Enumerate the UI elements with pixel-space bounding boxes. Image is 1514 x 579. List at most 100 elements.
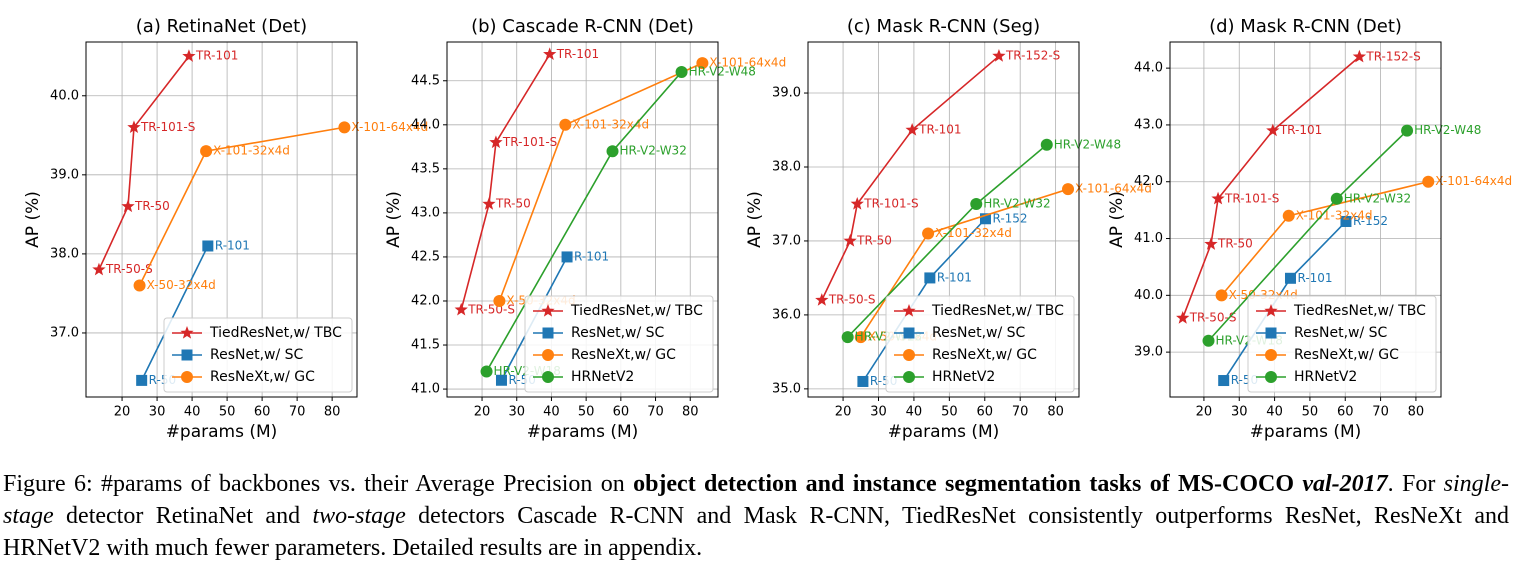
y-tick-label: 37.0: [50, 325, 79, 340]
marker-square: [857, 375, 869, 387]
legend-label: ResNeXt,w/ GC: [571, 347, 676, 363]
point-label: HR-V2-W48: [689, 64, 756, 78]
legend-box: [885, 295, 1075, 393]
y-axis-label: AP (%): [384, 191, 404, 248]
y-tick-label: 38.0: [772, 159, 801, 174]
x-tick-label: 60: [1337, 405, 1354, 420]
marker-circle: [493, 294, 506, 307]
chart-title: (b) Cascade R-CNN (Det): [471, 16, 694, 37]
marker-circle: [606, 145, 619, 158]
marker-circle: [1330, 192, 1343, 205]
marker-circle: [542, 349, 554, 361]
legend: TiedResNet,w/ TBC ResNet,w/ SC ResNeXt,w/ …: [524, 295, 714, 393]
point-label: TR-101-S: [1224, 191, 1279, 205]
marker-circle: [841, 331, 854, 344]
y-tick-label: 39.0: [50, 167, 79, 182]
point-label: TR-152-S: [1365, 49, 1420, 63]
point-label: X-50-32x4d: [147, 278, 216, 292]
marker-square: [1340, 215, 1352, 227]
marker-square: [561, 251, 573, 263]
x-axis-label: #params (M): [888, 422, 1000, 442]
x-tick-label: 70: [1372, 405, 1389, 420]
marker-circle: [854, 331, 867, 344]
y-tick-label: 35.0: [772, 381, 801, 396]
x-tick-label: 50: [219, 405, 236, 420]
y-tick-label: 36.0: [772, 307, 801, 322]
y-axis-label: AP (%): [745, 191, 765, 248]
point-label: X-101-64x4d: [351, 120, 428, 134]
marker-star: [180, 326, 194, 339]
legend-box: [1247, 295, 1437, 393]
point-label: TR-101: [195, 49, 238, 63]
marker-square: [542, 327, 554, 339]
legend-label: ResNeXt,w/ GC: [210, 369, 315, 385]
y-tick-label: 43.0: [411, 205, 440, 220]
point-label: TR-50-S: [828, 293, 876, 307]
point-label: HR-V2-W32: [983, 196, 1050, 210]
y-tick-label: 37.0: [772, 233, 801, 248]
x-tick-label: 50: [941, 405, 958, 420]
x-tick-label: 70: [289, 405, 306, 420]
marker-circle: [1422, 175, 1435, 188]
point-label: TR-101: [918, 123, 961, 137]
marker-circle: [1282, 209, 1295, 222]
chart-title: (d) Mask R-CNN (Det): [1209, 16, 1402, 37]
marker-circle: [675, 65, 688, 78]
marker-star: [543, 47, 557, 60]
marker-circle: [1215, 289, 1228, 302]
point-label: TR-101: [1279, 123, 1322, 137]
x-tick-label: 20: [835, 405, 852, 420]
marker-square: [1265, 327, 1277, 339]
marker-circle: [480, 365, 493, 378]
x-tick-label: 30: [870, 405, 887, 420]
x-tick-label: 60: [613, 405, 630, 420]
point-label: X-101-32x4d: [935, 226, 1012, 240]
y-tick-label: 44.0: [1134, 61, 1163, 76]
series-line: [98, 55, 190, 271]
marker-star: [482, 197, 496, 210]
marker-star: [454, 302, 468, 316]
marker-star: [489, 135, 503, 149]
point-label: X-101-32x4d: [1296, 208, 1373, 222]
series-line: [460, 53, 551, 310]
marker-circle: [338, 121, 351, 134]
marker-circle: [133, 279, 146, 292]
x-tick-label: 70: [1012, 405, 1029, 420]
marker-star: [121, 199, 135, 213]
point-label: R-152: [992, 211, 1027, 225]
marker-circle: [542, 371, 554, 383]
marker-star: [1176, 311, 1190, 324]
marker-star: [1266, 123, 1280, 137]
marker-square: [903, 327, 915, 339]
marker-star: [843, 233, 857, 247]
point-label: X-101-64x4d: [1435, 174, 1512, 188]
caption-run: detector RetinaNet and: [53, 503, 313, 529]
legend-label: TiedResNet,w/ TBC: [931, 303, 1064, 319]
x-tick-label: 40: [184, 405, 201, 420]
y-tick-label: 44.5: [411, 73, 440, 88]
marker-square: [1284, 272, 1296, 284]
plot-frame: [807, 41, 1080, 398]
point-label: X-101-64x4d: [709, 56, 786, 70]
legend-label: ResNet,w/ SC: [932, 325, 1026, 341]
point-label: R-152: [1353, 214, 1388, 228]
legend-label: TiedResNet,w/ TBC: [209, 325, 342, 341]
y-axis-label: AP (%): [23, 191, 43, 248]
subplot: (a) RetinaNet (Det) #params (M) AP (%) 20 30…: [23, 16, 428, 442]
point-label: TR-50: [856, 233, 892, 247]
point-label: X-101-32x4d: [213, 144, 290, 158]
x-tick-label: 40: [906, 405, 923, 420]
legend-label: HRNetV2: [571, 369, 634, 385]
point-label: TR-101-S: [863, 196, 918, 210]
legend-label: TiedResNet,w/ TBC: [570, 303, 703, 319]
x-tick-label: 50: [578, 405, 595, 420]
marker-star: [992, 49, 1006, 62]
point-label: TR-101-S: [502, 135, 557, 149]
point-label: TR-101: [556, 47, 599, 61]
legend-label: TiedResNet,w/ TBC: [1293, 303, 1426, 319]
point-label: TR-101-S: [140, 120, 195, 134]
caption-run: detectors Cascade R-CNN and Mask R-CNN, …: [3, 503, 1509, 561]
y-tick-label: 38.0: [50, 246, 79, 261]
point-label: TR-50: [495, 197, 531, 211]
plot-frame: [446, 41, 719, 398]
